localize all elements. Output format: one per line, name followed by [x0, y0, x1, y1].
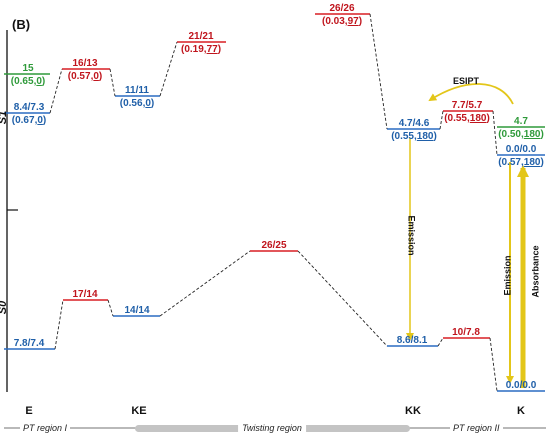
coord: 0.19	[184, 44, 204, 55]
k-blue-coords: (0.57,180)	[498, 157, 544, 168]
coord: 0.56	[123, 98, 143, 109]
coord: 0.57	[501, 157, 521, 168]
coord: 180	[523, 129, 541, 140]
ground-k-energy: 0.0/0.0	[505, 380, 537, 391]
coord: 0.67	[15, 115, 35, 126]
s1-axis-label: S1	[0, 111, 9, 124]
coord: 180	[469, 113, 487, 124]
ground-ts2-energy: 10/7.8	[452, 327, 480, 338]
e-blue-coords: (0.67,0)	[11, 115, 47, 126]
ground-e-energy: 7.8/7.4	[13, 338, 45, 349]
s1-text: S1	[0, 110, 10, 125]
ke-blue-energy: 11/11	[125, 85, 149, 96]
top-red-coords: (0.03,97)	[321, 16, 363, 27]
col-ke: KE	[131, 405, 147, 417]
emission-kk-label: Emission	[406, 215, 417, 256]
connector	[49, 68, 63, 114]
tw-red-energy: 21/21	[188, 31, 214, 42]
coord: 0	[93, 71, 99, 82]
region-pt2: PT region II	[450, 424, 503, 433]
ts2-red-coords: (0.55,180)	[444, 113, 490, 124]
ground-ts1-energy: 17/14	[72, 289, 98, 300]
k-green-energy: 4.7	[514, 116, 528, 127]
coord: 180	[523, 157, 541, 168]
connector	[437, 337, 444, 347]
connector	[369, 13, 388, 130]
ground-twist-energy: 26/25	[261, 240, 287, 251]
coord: 180	[416, 131, 434, 142]
ke-blue-coords: (0.56,0)	[119, 98, 155, 109]
kk-blue-energy: 4.7/4.6	[398, 118, 430, 129]
coord: 0.50	[501, 129, 521, 140]
e-green-coords: (0.65,0)	[10, 76, 46, 87]
ts1-red-energy: 16/13	[72, 58, 98, 69]
connector	[54, 299, 64, 350]
region-twist: Twisting region	[238, 424, 306, 433]
coord: 0.57	[71, 71, 91, 82]
connector	[107, 299, 114, 317]
col-k: K	[517, 405, 525, 417]
e-green-energy: 15	[22, 63, 34, 74]
coord: 0	[36, 76, 42, 87]
coord: 0.55	[447, 113, 467, 124]
tw-red-coords: (0.19,77)	[180, 44, 222, 55]
emission-k-label: Emission	[502, 255, 513, 296]
connector	[159, 250, 251, 317]
coord: 0.55	[394, 131, 414, 142]
coord: 0	[145, 98, 151, 109]
panel-label: (B)	[12, 17, 31, 32]
coord: 0.65	[14, 76, 34, 87]
ground-ke-energy: 14/14	[124, 305, 150, 316]
kk-blue-coords: (0.55,180)	[391, 131, 437, 142]
col-kk: KK	[405, 405, 421, 417]
ground-kk-energy: 8.6/8.1	[396, 335, 428, 346]
top-red-energy: 26/26	[329, 3, 355, 14]
connector	[439, 110, 444, 130]
connector	[159, 41, 178, 97]
absorbance-label: Absorbance	[530, 245, 541, 298]
connector	[489, 337, 498, 392]
s0-axis-label: S0	[0, 301, 9, 314]
s0-text: S0	[0, 300, 10, 315]
esipt-arrow	[428, 83, 514, 105]
k-blue-energy: 0.0/0.0	[505, 144, 537, 155]
ts1-red-coords: (0.57,0)	[67, 71, 103, 82]
coord: 77	[206, 44, 218, 55]
connector	[297, 250, 388, 347]
coord: 0.03	[325, 16, 345, 27]
ts2-red-energy: 7.7/5.7	[451, 100, 483, 111]
e-blue-energy: 8.4/7.3	[13, 102, 45, 113]
k-green-coords: (0.50,180)	[498, 129, 544, 140]
connector	[492, 110, 498, 156]
region-pt1: PT region I	[20, 424, 71, 433]
col-e: E	[25, 405, 33, 417]
coord: 0	[37, 115, 43, 126]
coord: 97	[347, 16, 359, 27]
esipt-label: ESIPT	[452, 76, 480, 86]
connector	[109, 68, 116, 97]
